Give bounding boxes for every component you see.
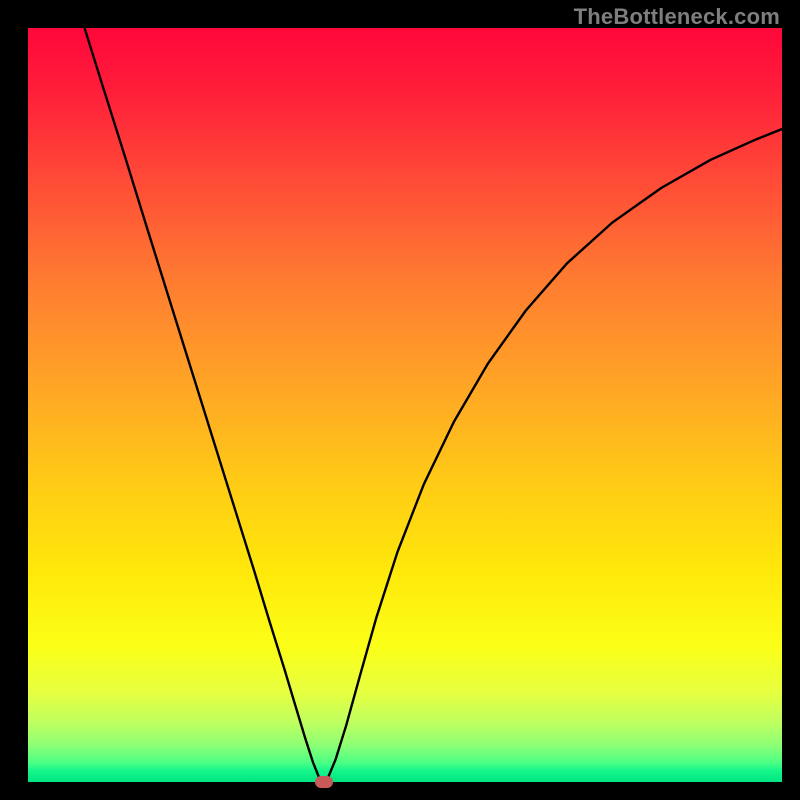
plot-area xyxy=(28,28,782,782)
chart-frame: TheBottleneck.com xyxy=(0,0,800,800)
minimum-marker xyxy=(315,776,333,788)
curve-layer xyxy=(28,28,782,782)
bottleneck-curve xyxy=(85,28,782,782)
watermark-text: TheBottleneck.com xyxy=(574,4,780,30)
